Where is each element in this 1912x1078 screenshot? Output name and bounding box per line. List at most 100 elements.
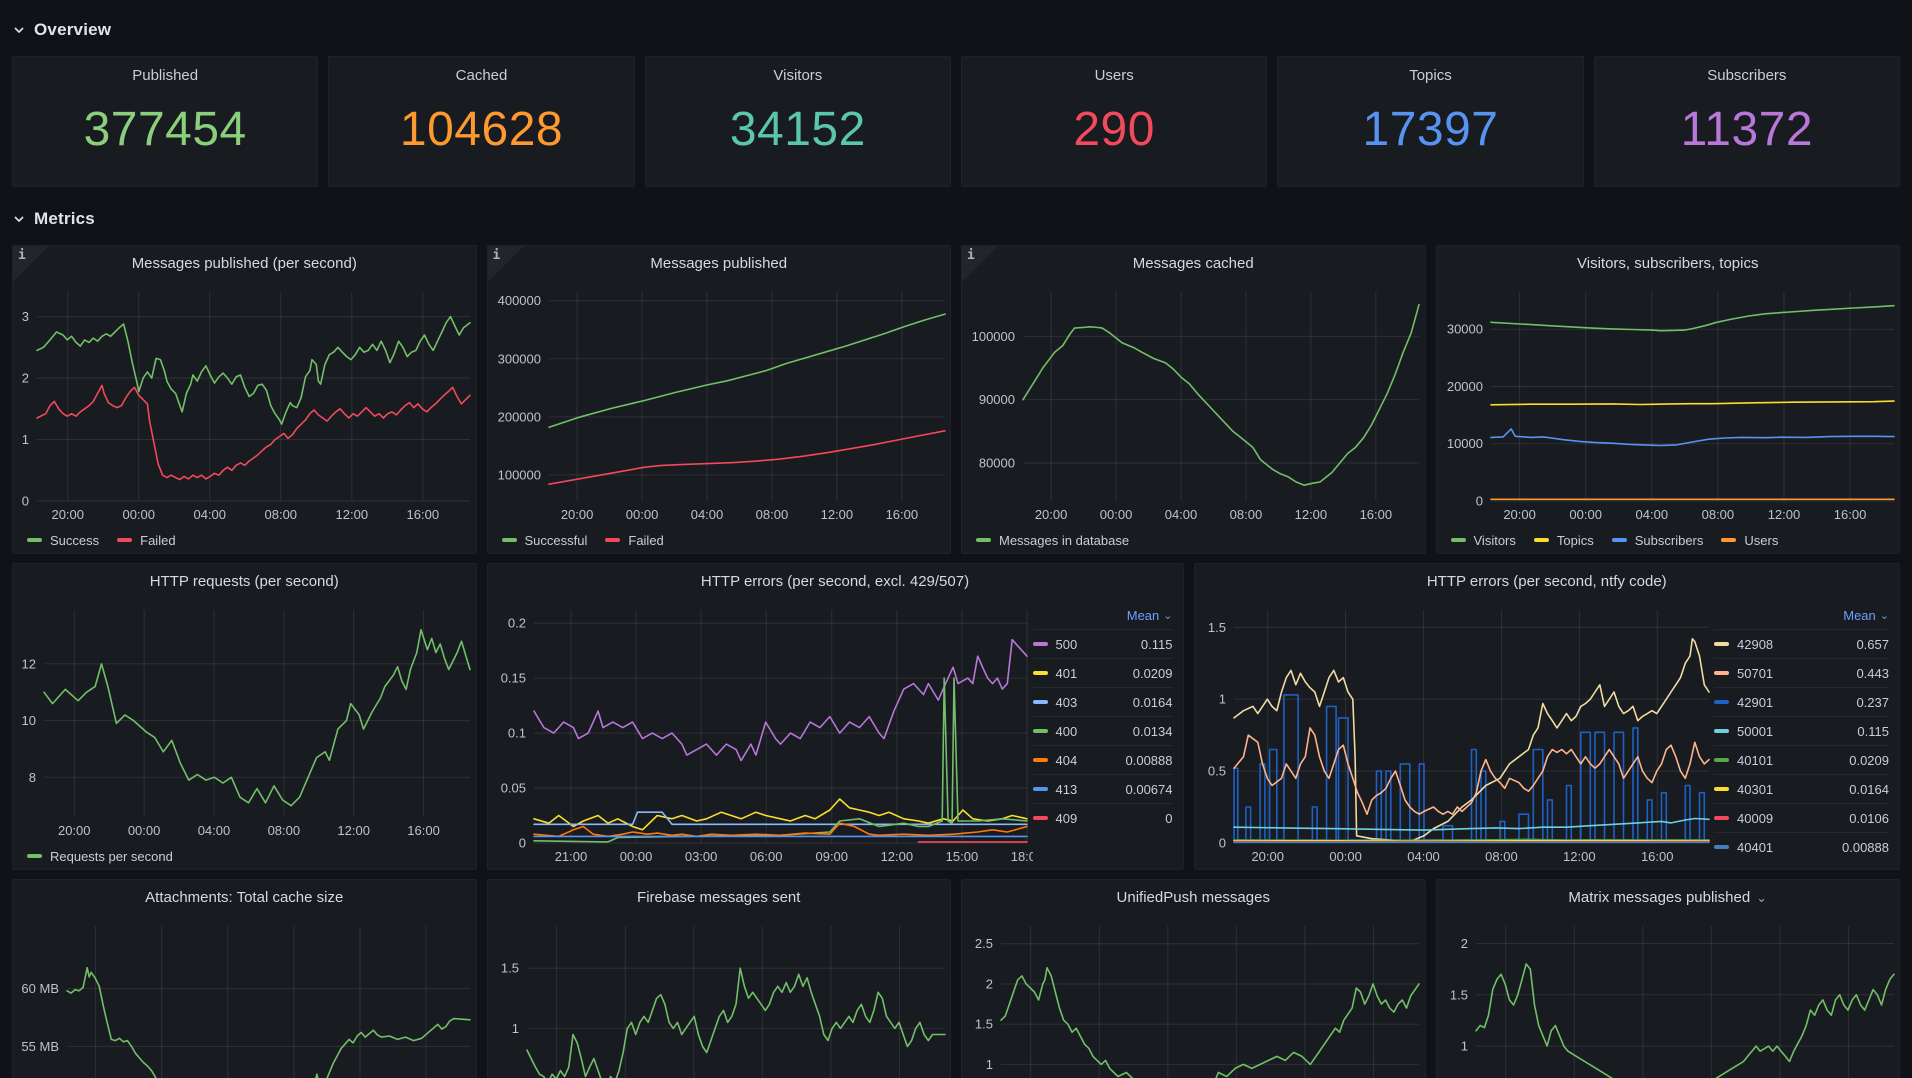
chart-canvas[interactable]: 20:00 00:00 04:00 08:00 12:00 16:00 0 0.5 1 1.5 [1195, 600, 1715, 869]
chart-plot[interactable]: 20:00 00:00 04:00 08:00 12:00 16:00 0 10000 2000… [1437, 282, 1900, 527]
panel-title[interactable]: Messages published [488, 246, 951, 282]
chart-plot[interactable]: 21:00 00:00 03:00 06:00 09:00 12:00 15:00 18: 0 0… [488, 600, 1033, 869]
chart-panel-http-errors-excl: HTTP errors (per second, excl. 429/507) 2… [486, 563, 1184, 870]
legend-row[interactable]: 50001 0.115 [1714, 716, 1889, 745]
info-corner-icon[interactable]: i [13, 246, 49, 282]
legend-item[interactable]: Requests per second [27, 849, 173, 864]
chart-canvas[interactable]: 20:00 00:00 04:00 08:00 12:00 16:00 0 10000 2000… [1437, 282, 1900, 527]
panel-body: 20:00 00:00 04:00 08:00 12:00 16:00 8 10 12 [13, 600, 476, 843]
chart-canvas[interactable]: 21:00 00:00 03:00 06:00 09:00 12:00 15:00 18: 00… [488, 600, 1033, 869]
legend-row[interactable]: 409 0 [1032, 803, 1173, 832]
legend-item[interactable]: Visitors [1450, 533, 1516, 548]
legend-series-label: 409 [1055, 810, 1078, 826]
panel-title[interactable]: Visitors, subscribers, topics [1437, 246, 1900, 282]
series-line [532, 822, 1028, 838]
chart-canvas[interactable]: 20:00 00:00 04:00 08:00 12:00 16:00 100000 2000… [488, 282, 951, 527]
series-line [1489, 400, 1895, 406]
panel-title[interactable]: HTTP requests (per second) [13, 564, 476, 600]
info-corner-icon[interactable]: i [487, 246, 524, 282]
panel-title[interactable]: Firebase messages sent [488, 880, 951, 916]
panel-title[interactable]: Attachments: Total cache size [13, 880, 476, 916]
legend-row[interactable]: 42908 0.657 [1714, 629, 1889, 658]
chart-canvas[interactable]: 20:00 00:00 04:00 08:00 12:00 16:00 80000 90000… [962, 282, 1425, 527]
stat-title[interactable]: Published [132, 67, 199, 84]
info-corner-icon[interactable]: i [962, 246, 998, 282]
legend-item[interactable]: Failed [605, 533, 664, 548]
panel-body: 20:00 00:00 04:00 08:00 12:00 16:00 0 0.5 1 1.5 Me… [1195, 600, 1900, 869]
x-axis-tick-label: 20:00 [1035, 507, 1068, 522]
stat-value: 104628 [399, 102, 564, 156]
series-line [1232, 817, 1710, 831]
chart-plot[interactable]: 20:00 00:00 04:00 08:00 12:00 16:00 80000 90000… [962, 282, 1425, 527]
panel-title[interactable]: Matrix messages published ⌄ [1437, 880, 1900, 916]
panel-title[interactable]: HTTP errors (per second, ntfy code) [1195, 564, 1900, 600]
legend-series-label: Topics [1556, 532, 1594, 548]
legend-series-label: Success [50, 532, 100, 548]
x-axis-tick-label: 04:00 [690, 507, 723, 522]
chart-plot[interactable]: 20:00 00:00 04:00 08:00 12:00 16:00 100000 2000… [488, 282, 951, 527]
panel-title[interactable]: Messages published (per second) [13, 246, 476, 282]
legend-item[interactable]: Success [27, 533, 99, 548]
x-axis-tick-label: 00:00 [1569, 507, 1602, 522]
legend-item[interactable]: Failed [117, 533, 176, 548]
legend-item[interactable]: Users [1721, 533, 1778, 548]
legend-row[interactable]: 40401 0.00888 [1714, 832, 1889, 861]
chevron-down-icon: ⌄ [1756, 890, 1768, 905]
legend-row[interactable]: 500 0.115 [1032, 629, 1173, 658]
legend-row[interactable]: 413 0.00674 [1032, 774, 1173, 803]
stat-title[interactable]: Users [1094, 67, 1134, 84]
legend-item[interactable]: Messages in database [976, 533, 1129, 548]
chart-canvas[interactable]: 20:00 00:00 04:00 08:00 12:00 16:00 8 10 12 [13, 600, 476, 843]
y-axis-tick-label: 2.5 [975, 936, 993, 951]
chart-plot[interactable]: 20:00 00:00 04:00 08:00 12:00 16:00 0 0.5 1 1.5 [1195, 600, 1715, 869]
stat-title[interactable]: Topics [1409, 67, 1452, 84]
chart-plot[interactable]: 20:00 00:00 04:00 08:00 12:00 16:00 8 10 12 [13, 600, 476, 843]
legend-row[interactable]: 404 0.00888 [1032, 745, 1173, 774]
section-header-overview[interactable]: Overview [12, 18, 1900, 42]
legend-item[interactable]: Subscribers [1611, 533, 1703, 548]
legend-row[interactable]: 40009 0.0106 [1714, 803, 1889, 832]
y-axis-tick-label: 100000 [972, 329, 1015, 344]
legend-row[interactable]: 42901 0.237 [1714, 687, 1889, 716]
x-axis-tick-label: 12:00 [336, 507, 369, 522]
legend-row[interactable]: 403 0.0164 [1032, 687, 1173, 716]
panel-body: 21:00 00:00 03:00 06:00 09:00 12:00 15:00 18: 0 0… [488, 600, 1183, 869]
legend-row[interactable]: 40301 0.0164 [1714, 774, 1889, 803]
stat-title[interactable]: Visitors [773, 67, 823, 84]
legend-mean-header[interactable]: Mean ⌄ [1714, 602, 1889, 629]
section-title-overview: Overview [34, 20, 112, 39]
y-axis-tick-label: 1.5 [975, 1017, 993, 1032]
x-axis-tick-label: 08:00 [1701, 507, 1734, 522]
legend-row[interactable]: 40101 0.0209 [1714, 745, 1889, 774]
legend-item[interactable]: Topics [1533, 532, 1594, 548]
legend-row[interactable]: 400 0.0134 [1032, 716, 1173, 745]
stat-title[interactable]: Subscribers [1707, 67, 1787, 84]
legend-series-label: 50001 [1737, 723, 1774, 739]
panel-title[interactable]: HTTP errors (per second, excl. 429/507) [488, 564, 1183, 600]
panel-title-text: Messages published [650, 255, 788, 272]
legend-row[interactable]: 50701 0.443 [1714, 658, 1889, 687]
panel-title[interactable]: Messages cached [962, 246, 1425, 282]
chart-canvas[interactable]: 20:00 00:00 04:00 08:00 12:00 16:00 0 1 2 3 [13, 282, 476, 527]
stat-title[interactable]: Cached [455, 67, 508, 84]
y-axis-tick-label: 0 [1475, 494, 1482, 509]
x-axis-tick-label: 00:00 [1100, 507, 1133, 522]
y-axis-tick-label: 8 [29, 770, 36, 785]
x-axis-tick-label: 20:00 [560, 507, 593, 522]
x-axis-tick-label: 00:00 [122, 507, 155, 522]
panel-title[interactable]: UnifiedPush messages [962, 880, 1425, 916]
legend-item[interactable]: Successful [501, 533, 587, 548]
chart-plot[interactable]: 20:00 00:00 04:00 08:00 12:00 16:00 0 1 2 3 [13, 282, 476, 527]
legend-row[interactable]: 401 0.0209 [1032, 658, 1173, 687]
section-header-metrics[interactable]: Metrics [12, 207, 1900, 231]
legend-mean-header[interactable]: Mean ⌄ [1033, 602, 1173, 629]
